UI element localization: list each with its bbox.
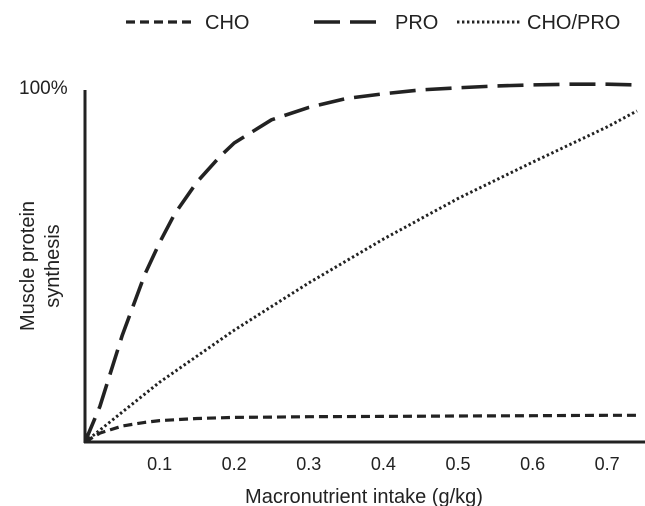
legend-label-pro: PRO <box>395 12 438 34</box>
legend-label-cho-pro: CHO/PRO <box>527 12 620 34</box>
x-tick-label: 0.5 <box>445 454 470 474</box>
y-tick-label-100: 100% <box>19 78 68 99</box>
chart-legend: CHO PRO CHO/PRO <box>126 12 620 34</box>
x-tick-label: 0.3 <box>296 454 321 474</box>
series-line-pro <box>83 82 638 443</box>
series-layer <box>83 82 638 444</box>
x-axis-label: Macronutrient intake (g/kg) <box>245 486 483 506</box>
x-tick-label: 0.7 <box>595 454 620 474</box>
x-tick-label: 0.1 <box>147 454 172 474</box>
y-axis-label-line-2: synthesis <box>42 224 64 307</box>
x-tick-labels: 0.1 0.2 0.3 0.4 0.5 0.6 0.7 <box>147 454 620 474</box>
y-axis-label: Muscle protein synthesis <box>17 201 64 331</box>
x-tick-label: 0.4 <box>371 454 396 474</box>
x-tick-label: 0.2 <box>222 454 247 474</box>
series-line-cho <box>84 413 637 444</box>
series-line-cho-pro <box>84 109 638 444</box>
x-tick-label: 0.6 <box>520 454 545 474</box>
y-axis-label-line-1: Muscle protein <box>17 201 39 331</box>
legend-label-cho: CHO <box>205 12 249 34</box>
